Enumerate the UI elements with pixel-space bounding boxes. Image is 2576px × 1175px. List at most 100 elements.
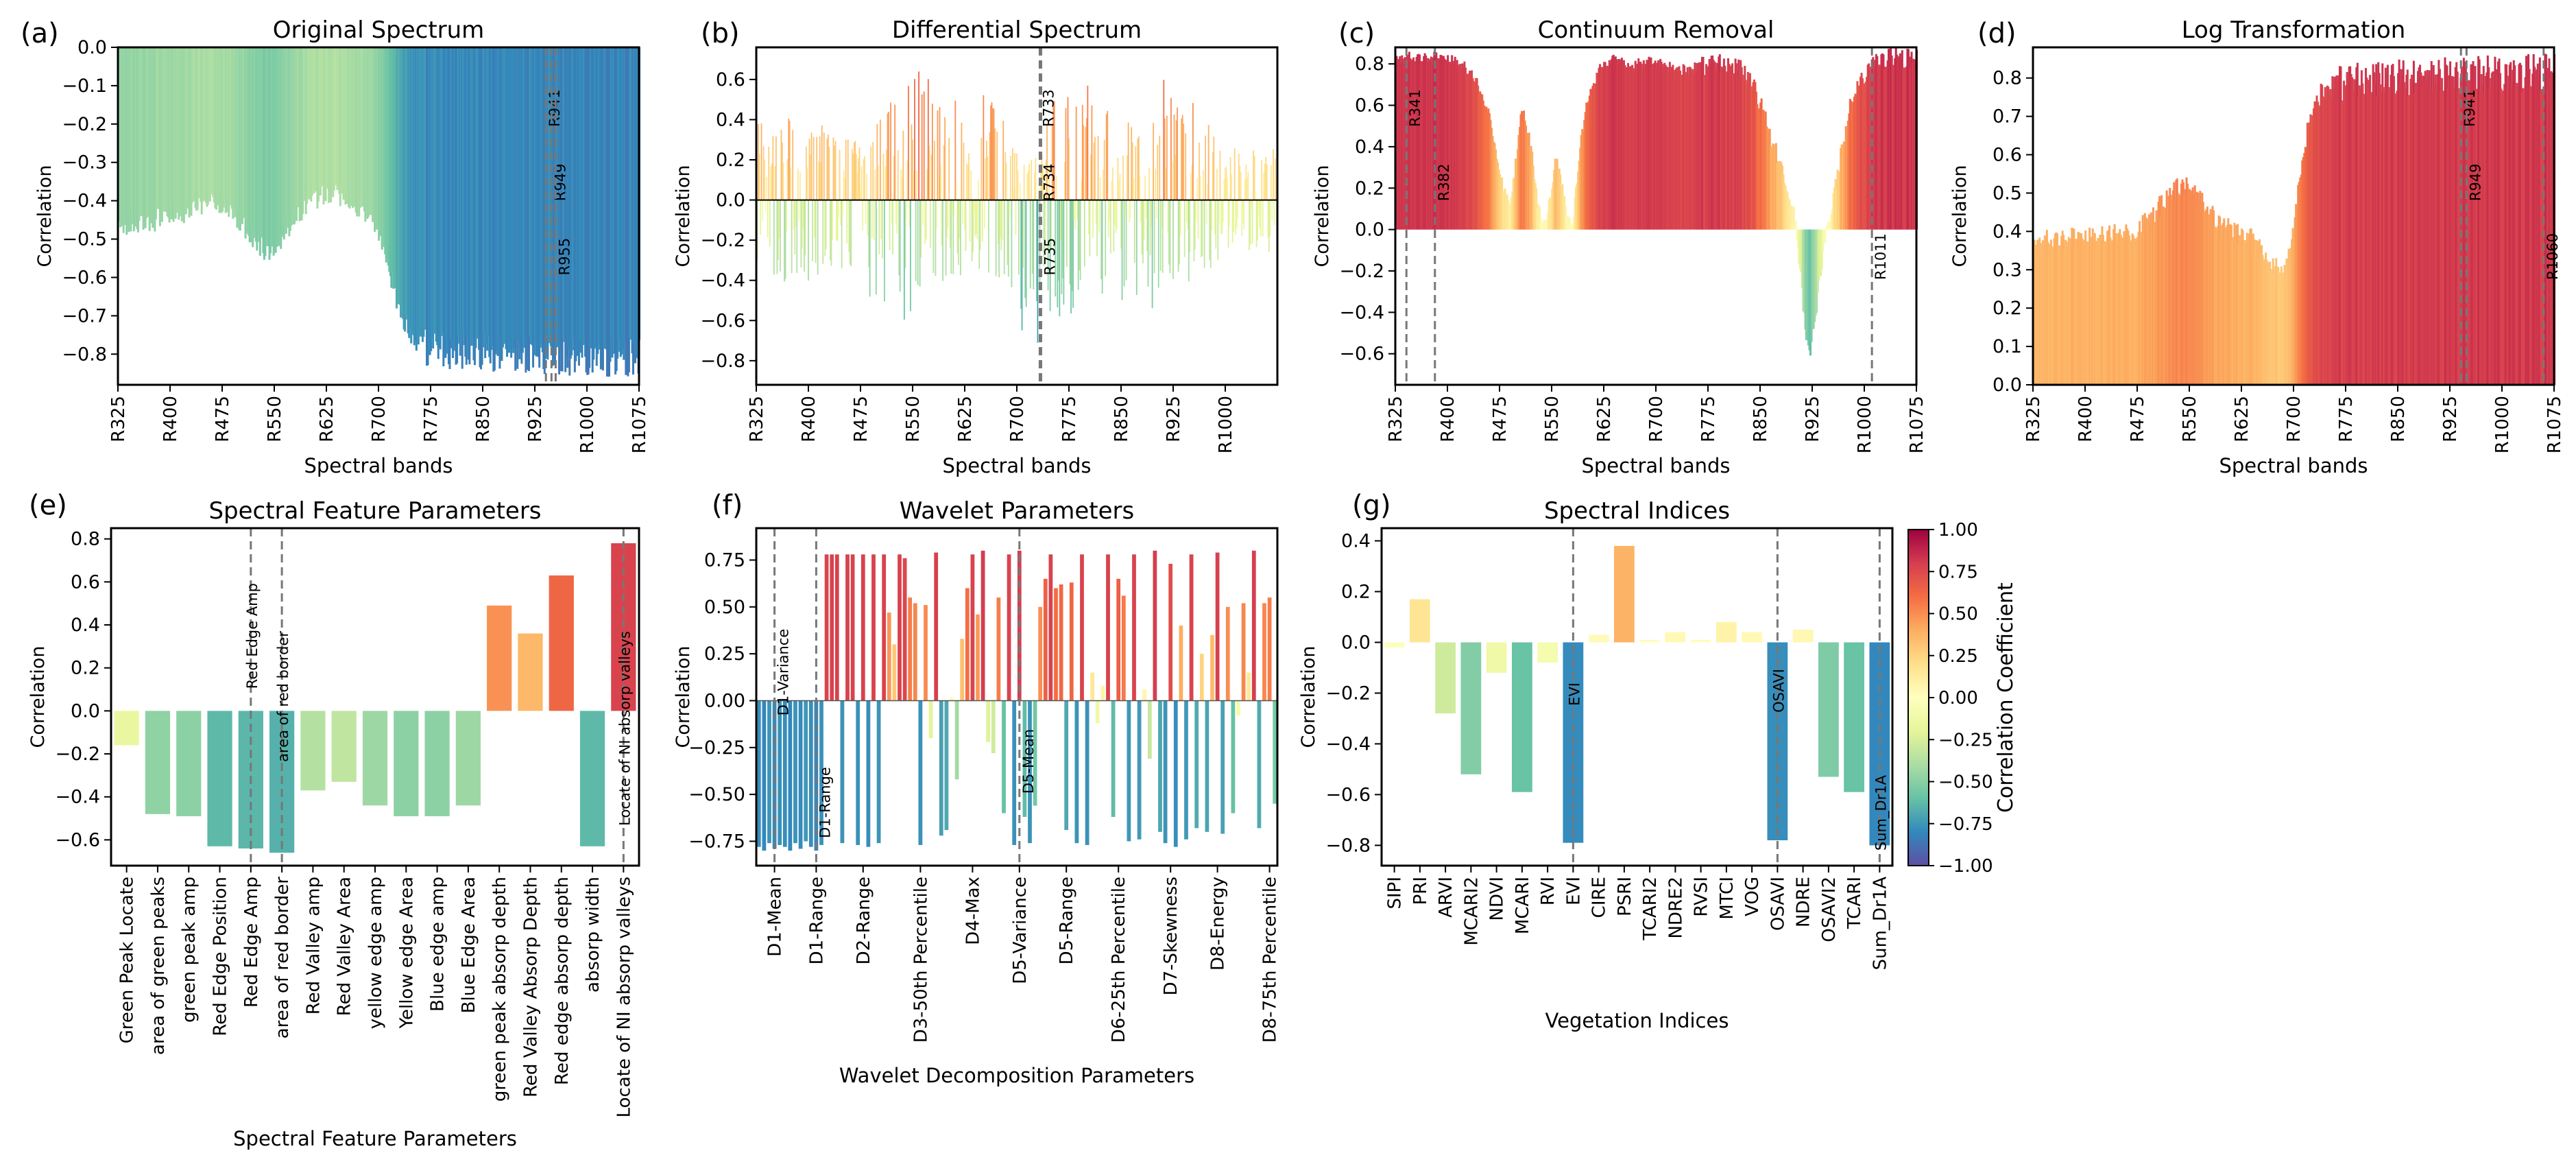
spectral-bar	[250, 47, 252, 243]
spectral-bar	[808, 139, 810, 200]
spectral-bar	[1744, 66, 1746, 230]
spectral-bar	[1561, 184, 1564, 230]
bar	[1231, 700, 1236, 814]
spectral-bar	[1423, 56, 1425, 230]
spectral-bar	[1581, 129, 1584, 230]
spectral-bar	[794, 200, 796, 255]
spectral-bar	[877, 165, 879, 200]
spectral-bar	[366, 47, 369, 219]
spectral-bar	[876, 123, 878, 200]
spectral-bar	[1862, 78, 1864, 230]
spectral-bar	[1153, 123, 1155, 200]
spectral-bar	[1580, 135, 1582, 230]
spectral-bar	[888, 112, 889, 200]
spectral-bar	[925, 200, 927, 239]
spectral-bar	[2526, 73, 2529, 385]
spectral-bar	[2377, 62, 2380, 385]
spectral-bar	[290, 47, 293, 226]
spectral-bar	[1099, 177, 1101, 200]
spectral-bar	[1092, 200, 1094, 238]
spectral-bar	[477, 47, 479, 338]
spectral-bar	[1527, 137, 1530, 230]
spectral-bar	[1273, 200, 1275, 226]
spectral-bar	[1724, 65, 1726, 230]
spectral-bar	[2177, 193, 2180, 385]
spectral-bar	[1486, 111, 1489, 230]
spectral-bar	[515, 47, 518, 340]
spectral-bar	[139, 47, 142, 217]
spectral-bar	[1269, 200, 1271, 237]
spectral-bar	[1238, 153, 1240, 200]
spectral-bar	[1423, 53, 1426, 230]
spectral-bar	[884, 167, 887, 200]
spectral-bar	[509, 47, 511, 348]
spectral-bar	[2315, 109, 2318, 385]
spectral-bar	[976, 200, 978, 239]
spectral-bar	[2433, 81, 2436, 385]
spectral-bar	[169, 47, 172, 208]
x-tick-label: Green Peak Locate	[117, 877, 138, 1043]
spectral-bar	[397, 47, 400, 305]
spectral-bar	[967, 165, 969, 200]
y-tick-label: 0.0	[1341, 632, 1371, 653]
spectral-bar	[256, 47, 258, 251]
spectral-bar	[1175, 120, 1177, 200]
spectral-bar	[1233, 200, 1235, 233]
spectral-bar	[1122, 155, 1124, 200]
spectral-bar	[1069, 200, 1071, 285]
spectral-bar	[406, 47, 409, 320]
spectral-bar	[431, 47, 433, 339]
spectral-bar	[1207, 184, 1209, 200]
spectral-bar	[306, 47, 309, 204]
spectral-bar	[246, 47, 249, 234]
spectral-bar	[2260, 245, 2263, 385]
spectral-bar	[1870, 67, 1873, 230]
spectral-bar	[1860, 73, 1863, 230]
spectral-bar	[2287, 248, 2290, 385]
spectral-bar	[1833, 187, 1836, 230]
bar	[487, 605, 512, 711]
x-tick-label: Red Valley Area	[335, 877, 355, 1016]
spectral-bar	[1492, 141, 1495, 230]
spectral-bar	[1897, 57, 1899, 230]
spectral-bar	[1094, 137, 1096, 200]
spectral-bar	[1105, 200, 1107, 276]
spectral-bar	[437, 47, 440, 359]
spectral-bar	[352, 47, 355, 207]
spectral-bar	[1087, 200, 1090, 235]
spectral-bar	[495, 47, 498, 351]
spectral-bar	[2384, 67, 2387, 385]
spectral-bar	[2468, 80, 2470, 385]
bar	[830, 554, 834, 701]
spectral-bar	[1696, 62, 1698, 230]
spectral-bar	[1095, 200, 1097, 224]
spectral-bar	[2157, 202, 2160, 385]
spectral-bar	[1812, 229, 1815, 329]
spectral-bar	[1545, 221, 1548, 230]
bar	[1158, 700, 1162, 832]
spectral-bar	[1840, 144, 1843, 230]
x-tick-label: green peak absorp depth	[490, 877, 510, 1102]
bar	[1184, 700, 1188, 840]
x-tick-label: D5-Variance	[1010, 877, 1031, 984]
spectral-bar	[1604, 62, 1606, 230]
spectral-bar	[1415, 56, 1418, 230]
spectral-bar	[1640, 64, 1643, 230]
spectral-bar	[2067, 237, 2070, 385]
y-tick-label: 0.4	[1355, 137, 1384, 158]
spectral-bar	[1564, 206, 1567, 230]
bar	[1054, 588, 1058, 701]
spectral-bar	[2390, 64, 2393, 385]
spectral-bar	[527, 47, 529, 370]
spectral-bar	[1495, 158, 1498, 230]
spectral-bar	[851, 149, 853, 200]
spectral-bar	[2520, 64, 2523, 385]
spectral-bar	[2065, 241, 2068, 385]
y-tick-label: 0.1	[1993, 336, 2022, 357]
spectral-bar	[1170, 97, 1172, 200]
spectral-bar	[1253, 156, 1255, 200]
spectral-bar	[2326, 85, 2328, 385]
spectral-bar	[1579, 147, 1582, 230]
spectral-bar	[1117, 158, 1119, 200]
spectral-bar	[538, 47, 541, 368]
